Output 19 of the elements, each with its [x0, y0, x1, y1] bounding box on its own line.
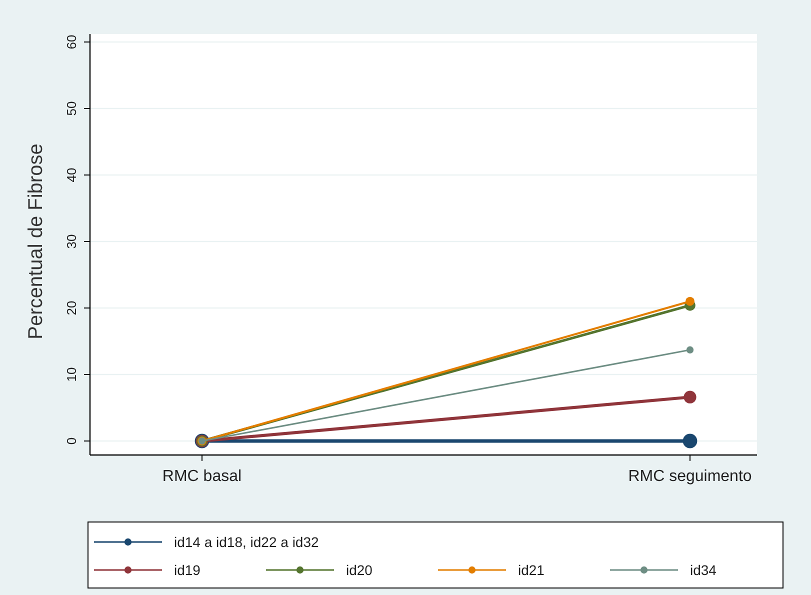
legend-label: id34: [690, 562, 717, 578]
legend-label: id21: [518, 562, 545, 578]
point: [684, 390, 696, 404]
legend-label: id14 a id18, id22 a id32: [174, 534, 319, 550]
y-tick-label: 40: [64, 168, 79, 182]
point: [686, 296, 694, 306]
point: [682, 434, 698, 448]
x-tick-label: RMC basal: [162, 468, 242, 485]
y-tick-label: 30: [64, 234, 79, 249]
point: [686, 346, 694, 354]
y-tick-label: 50: [64, 101, 79, 116]
y-tick-label: 20: [64, 300, 79, 316]
legend-label: id19: [174, 562, 201, 578]
x-tick-label: RMC seguimento: [628, 468, 752, 485]
legend-label: id20: [346, 562, 373, 578]
y-tick-label: 0: [64, 437, 79, 445]
y-axis-title: Percentual de Fibrose: [25, 144, 47, 340]
y-tick-label: 60: [64, 34, 79, 50]
y-tick-label: 10: [64, 367, 79, 382]
